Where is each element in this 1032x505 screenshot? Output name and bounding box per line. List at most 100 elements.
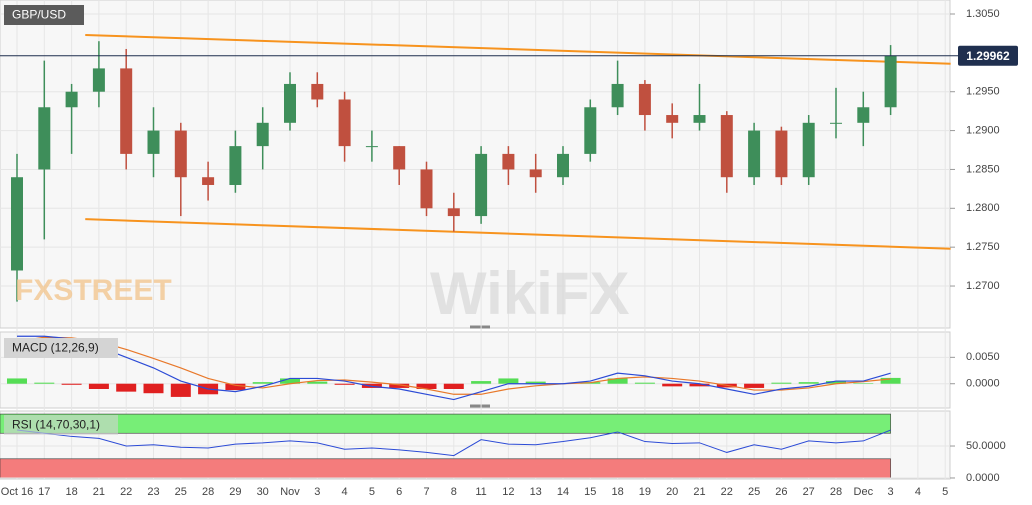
candle-body — [638, 83, 651, 116]
y-tick-label: 1.2900 — [966, 124, 1000, 136]
title-box — [4, 338, 118, 358]
candle-body — [311, 83, 324, 100]
macd-line — [17, 335, 891, 401]
candle-body — [229, 146, 242, 185]
x-tick-label: 13 — [530, 486, 542, 498]
rsi-zone — [0, 458, 891, 479]
x-tick-label: 22 — [120, 486, 132, 498]
x-tick-label: 18 — [611, 486, 623, 498]
candle-body — [693, 115, 706, 123]
macd-histogram — [471, 381, 492, 384]
x-tick-label: 18 — [65, 486, 77, 498]
x-tick-label: 27 — [803, 486, 815, 498]
x-tick-label: 3 — [888, 486, 894, 498]
y-tick-label: 1.2700 — [966, 280, 1000, 292]
macd-title: MACD (12,26,9) — [12, 341, 99, 355]
rsi-line — [16, 429, 891, 457]
candle-body — [857, 107, 870, 123]
macd-histogram — [771, 382, 792, 384]
price-label-box — [958, 45, 1018, 66]
y-tick-label: 1.2750 — [966, 241, 1000, 253]
x-tick-label: 7 — [423, 486, 429, 498]
macd-histogram — [143, 383, 164, 394]
x-tick-label: 15 — [584, 486, 596, 498]
candle-body — [611, 83, 624, 108]
candle-body — [420, 169, 433, 209]
candle-body — [748, 130, 761, 178]
trendline — [85, 218, 951, 250]
candle-body — [830, 122, 842, 124]
watermark: FXSTREET — [15, 274, 172, 307]
y-tick-label: 0.0050 — [966, 351, 1000, 363]
macd-histogram — [334, 383, 355, 385]
x-tick-label: Nov — [280, 486, 300, 498]
x-tick-label: 26 — [775, 486, 787, 498]
candle-body — [584, 107, 597, 154]
x-tick-label: 3 — [314, 486, 320, 498]
x-tick-label: 11 — [475, 486, 486, 498]
x-tick-label: 4 — [342, 486, 348, 498]
x-tick-label: 28 — [202, 486, 214, 498]
x-tick-label: 30 — [257, 486, 269, 498]
macd-histogram — [116, 383, 137, 392]
macd-histogram — [34, 382, 55, 384]
macd-histogram — [744, 383, 765, 388]
x-tick-label: 25 — [175, 486, 187, 498]
x-tick-label: 21 — [93, 486, 105, 498]
x-tick-label: 8 — [451, 486, 457, 498]
candle-body — [174, 130, 187, 178]
title-box — [4, 5, 84, 25]
price-panel — [0, 0, 951, 329]
x-tick-label: 22 — [721, 486, 733, 498]
rsi-title: RSI (14,70,30,1) — [12, 418, 100, 432]
macd-panel — [0, 331, 951, 409]
x-tick-label: 5 — [942, 486, 948, 498]
macd-histogram — [280, 378, 300, 384]
candle-body — [666, 115, 679, 123]
macd-histogram — [826, 381, 846, 384]
macd-histogram — [389, 383, 410, 388]
x-tick-label: 12 — [502, 486, 514, 498]
macd-histogram — [170, 383, 191, 397]
x-tick-label: 25 — [748, 486, 760, 498]
macd-histogram — [61, 383, 82, 385]
x-tick-label: Oct 16 — [1, 486, 33, 498]
price-label: 1.29962 — [966, 49, 1010, 63]
candle-body — [256, 122, 269, 147]
macd-histogram — [416, 383, 437, 389]
candle-body — [38, 107, 51, 170]
x-tick-label: 6 — [396, 486, 402, 498]
candle-body — [475, 153, 488, 217]
candle-body — [284, 83, 296, 123]
candle-body — [11, 177, 23, 271]
y-tick-label: 1.2800 — [966, 202, 1000, 214]
y-tick-label: 1.2950 — [966, 86, 1000, 98]
macd-histogram — [252, 382, 273, 384]
x-tick-label: 29 — [229, 486, 241, 498]
macd-histogram — [225, 383, 246, 391]
candle-body — [338, 99, 351, 147]
x-tick-label: 21 — [693, 486, 705, 498]
x-tick-label: 5 — [369, 486, 375, 498]
signal-line — [16, 336, 891, 395]
x-tick-label: 14 — [557, 486, 569, 498]
macd-histogram — [798, 382, 819, 384]
x-tick-label: 20 — [666, 486, 678, 498]
candle-body — [120, 68, 133, 154]
candle-body — [65, 91, 78, 108]
candle-body — [802, 122, 815, 178]
macd-histogram — [662, 383, 683, 387]
macd-histogram — [880, 377, 901, 384]
x-tick-label: 23 — [147, 486, 159, 498]
candle-body — [393, 146, 406, 170]
rsi-zone — [0, 413, 891, 434]
y-tick-label: 50.0000 — [966, 440, 1006, 452]
macd-histogram — [443, 383, 464, 389]
candle-body — [529, 169, 542, 178]
trendline — [85, 33, 951, 65]
candle-body — [202, 177, 215, 185]
candle-body — [447, 208, 460, 217]
marks — [0, 0, 958, 479]
y-tick-label: 0.0000 — [966, 378, 1000, 390]
